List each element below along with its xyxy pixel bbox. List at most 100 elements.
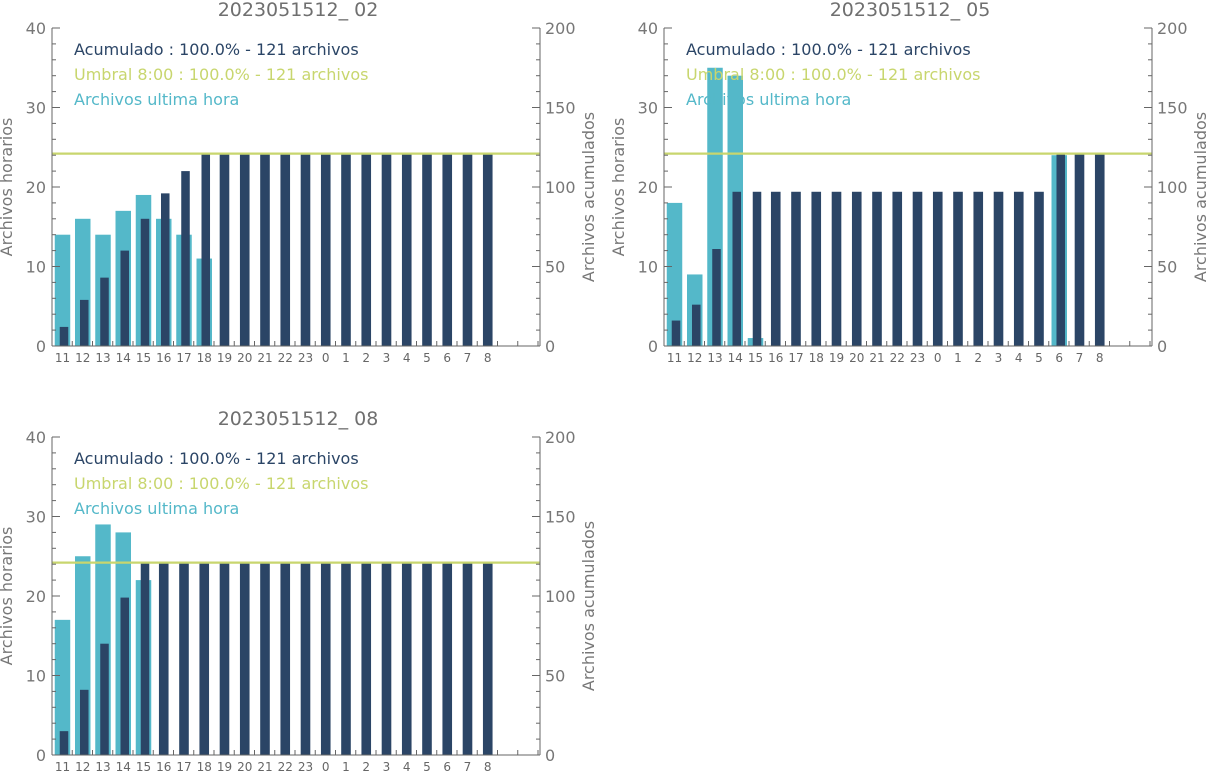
y2-axis-label: Archivos acumulados: [579, 112, 598, 282]
cumulative-bar-0: [320, 153, 331, 346]
cumulative-bar-16: [158, 562, 169, 755]
x-tick-label: 19: [217, 760, 232, 771]
cumulative-bar-7: [1074, 153, 1085, 346]
cumulative-bar-1: [341, 153, 351, 346]
cumulative-bar-15: [752, 191, 762, 346]
left-tick-label: 20: [638, 178, 658, 197]
cumulative-bar-13: [712, 249, 721, 346]
cumulative-bar-2: [361, 153, 372, 346]
cumulative-bar-11: [671, 320, 681, 346]
cumulative-bar-21: [260, 562, 270, 755]
cumulative-bar-5: [1034, 191, 1044, 346]
x-tick-label: 13: [95, 760, 110, 771]
x-tick-label: 7: [1076, 351, 1084, 365]
cumulative-bar-13: [100, 277, 109, 346]
x-tick-label: 5: [1035, 351, 1043, 365]
x-tick-label: 19: [829, 351, 844, 365]
x-tick-label: 0: [322, 760, 330, 771]
cumulative-bar-6: [442, 153, 453, 346]
right-tick-label: 150: [545, 99, 576, 118]
right-tick-label: 0: [1157, 337, 1167, 356]
x-tick-label: 14: [116, 760, 131, 771]
cumulative-bar-21: [260, 153, 270, 346]
x-tick-label: 5: [423, 351, 431, 365]
x-tick-label: 5: [423, 760, 431, 771]
left-tick-label: 0: [36, 337, 46, 356]
x-tick-label: 22: [278, 351, 293, 365]
x-tick-label: 15: [136, 351, 151, 365]
x-tick-label: 4: [403, 760, 411, 771]
x-tick-label: 0: [322, 351, 330, 365]
right-tick-label: 150: [545, 508, 576, 527]
cumulative-bar-5: [422, 153, 432, 346]
cumulative-bar-17: [791, 191, 801, 346]
cumulative-bar-4: [401, 562, 412, 755]
x-tick-label: 2: [362, 351, 370, 365]
cumulative-bar-12: [691, 304, 701, 346]
x-tick-label: 22: [278, 760, 293, 771]
right-tick-label: 100: [1157, 178, 1188, 197]
hourly-bar-11: [54, 619, 71, 755]
y-axis-label: Archivos horarios: [609, 118, 628, 257]
cumulative-bar-23: [912, 191, 923, 346]
cumulative-bar-6: [442, 562, 453, 755]
x-tick-label: 18: [809, 351, 824, 365]
cumulative-bar-14: [120, 597, 130, 755]
x-tick-label: 14: [728, 351, 743, 365]
cumulative-bar-22: [280, 562, 291, 755]
x-tick-label: 6: [443, 351, 451, 365]
x-tick-label: 17: [176, 760, 191, 771]
x-tick-label: 21: [869, 351, 884, 365]
cumulative-bar-22: [892, 191, 903, 346]
cumulative-bar-11: [59, 326, 69, 346]
left-tick-label: 40: [638, 19, 658, 38]
x-tick-label: 6: [443, 760, 451, 771]
cumulative-bar-15: [140, 218, 150, 346]
legend-cumulative: Acumulado : 100.0% - 121 archivos: [686, 40, 971, 59]
cumulative-bar-2: [973, 191, 984, 346]
cumulative-bar-13: [100, 643, 109, 755]
x-tick-label: 6: [1055, 351, 1063, 365]
x-tick-label: 22: [890, 351, 905, 365]
cumulative-bar-14: [120, 250, 130, 346]
x-tick-label: 11: [55, 351, 70, 365]
x-tick-label: 21: [257, 760, 272, 771]
cumulative-bar-6: [1056, 153, 1066, 346]
x-tick-label: 20: [849, 351, 864, 365]
cumulative-bar-18: [201, 153, 211, 346]
legend-threshold: Umbral 8:00 : 100.0% - 121 archivos: [74, 65, 368, 84]
cumulative-bar-14: [732, 191, 742, 346]
cumulative-bar-17: [179, 562, 189, 755]
x-tick-label: 3: [383, 351, 391, 365]
cumulative-bar-3: [993, 191, 1004, 346]
cumulative-bar-21: [872, 191, 882, 346]
cumulative-bar-4: [401, 153, 412, 346]
x-tick-label: 7: [464, 760, 472, 771]
cumulative-bar-0: [320, 562, 331, 755]
cumulative-bar-11: [59, 731, 69, 755]
legend-threshold: Umbral 8:00 : 100.0% - 121 archivos: [74, 474, 368, 493]
x-tick-label: 18: [197, 351, 212, 365]
cumulative-bar-15: [140, 562, 150, 755]
left-tick-label: 40: [26, 428, 46, 447]
left-tick-label: 0: [36, 746, 46, 765]
cumulative-bar-23: [300, 153, 311, 346]
chart-title: 2023051512_ 02: [218, 0, 379, 21]
legend-hourly: Archivos ultima hora: [686, 90, 851, 109]
y-axis-label: Archivos horarios: [0, 527, 16, 666]
cumulative-bar-20: [851, 191, 862, 346]
cumulative-bar-3: [381, 153, 392, 346]
x-tick-label: 17: [176, 351, 191, 365]
cumulative-bar-1: [341, 562, 351, 755]
x-tick-label: 8: [1096, 351, 1104, 365]
x-tick-label: 15: [748, 351, 763, 365]
x-tick-label: 23: [298, 760, 313, 771]
cumulative-bar-0: [932, 191, 943, 346]
legend-hourly: Archivos ultima hora: [74, 90, 239, 109]
cumulative-bar-20: [239, 562, 250, 755]
right-tick-label: 150: [1157, 99, 1188, 118]
left-tick-label: 0: [648, 337, 658, 356]
cumulative-bar-12: [79, 689, 89, 755]
